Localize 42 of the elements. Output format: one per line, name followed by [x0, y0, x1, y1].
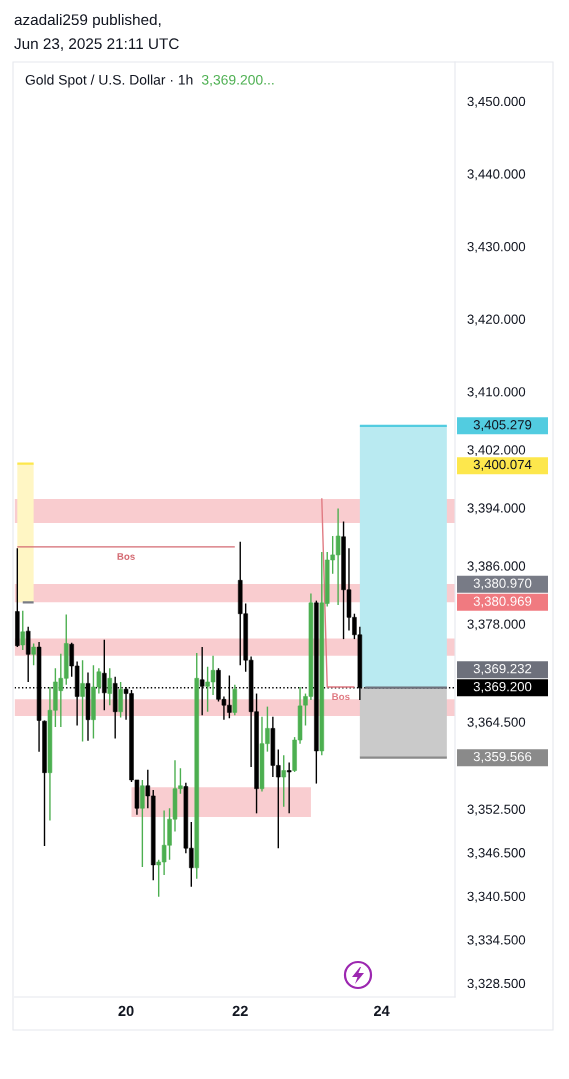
band-label: 3,380.969: [473, 596, 532, 608]
y-tick-label: 3,386.000: [467, 561, 526, 573]
text: Jun 23, 2025 21:11 UTC: [14, 38, 179, 51]
text: 3,405.279: [473, 420, 532, 431]
y-tick-label: 3,378.000: [467, 619, 526, 631]
y-tick-label: 3,364.500: [467, 717, 526, 729]
text: 3,400.074: [473, 459, 532, 471]
x-tick-label: 22: [232, 1005, 248, 1016]
y-tick-label: 3,420.000: [467, 314, 526, 326]
annotation: Bos: [117, 553, 135, 560]
y-tick-label: 3,402.000: [467, 445, 526, 457]
y-tick-label: 3,440.000: [467, 169, 526, 181]
text: 3,380.970: [473, 578, 532, 590]
candlestick: [25, 626, 31, 683]
candlestick: [80, 659, 85, 743]
annotation: 3,369.200...: [201, 74, 274, 87]
x-tick-label: 24: [374, 1005, 390, 1016]
y-tick-label: 3,334.500: [467, 935, 526, 947]
y-tick-label: 3,430.000: [467, 241, 526, 253]
y-tick-label: 3,450.000: [467, 96, 526, 108]
y-tick-label: 3,328.500: [467, 978, 526, 990]
text: 3,369.232: [473, 663, 532, 675]
candlestick: [140, 779, 145, 868]
candlestick: [31, 642, 36, 666]
candlestick: [20, 610, 25, 651]
text: azadali259 published,: [14, 13, 161, 29]
candlestick: [102, 639, 107, 711]
x-tick-label: 20: [118, 1005, 134, 1017]
candlestick: [107, 667, 112, 706]
y-tick-label: 3,340.500: [467, 891, 526, 903]
ref-line-label: 3,369.200: [473, 681, 532, 693]
text: 3,359.566: [473, 751, 532, 763]
y-tick-label: 3,346.500: [467, 848, 526, 860]
text: Gold Spot / U.S. Dollar · 1h: [25, 74, 193, 88]
y-tick-label: 3,394.000: [467, 503, 526, 515]
y-tick-label: 3,410.000: [467, 387, 526, 399]
candlestick: [286, 761, 292, 815]
y-tick-label: 3,352.500: [467, 804, 526, 816]
candlestick: [232, 684, 238, 717]
candlestick: [281, 754, 286, 808]
candlestick: [118, 681, 123, 719]
annotation: Bos: [332, 693, 350, 701]
